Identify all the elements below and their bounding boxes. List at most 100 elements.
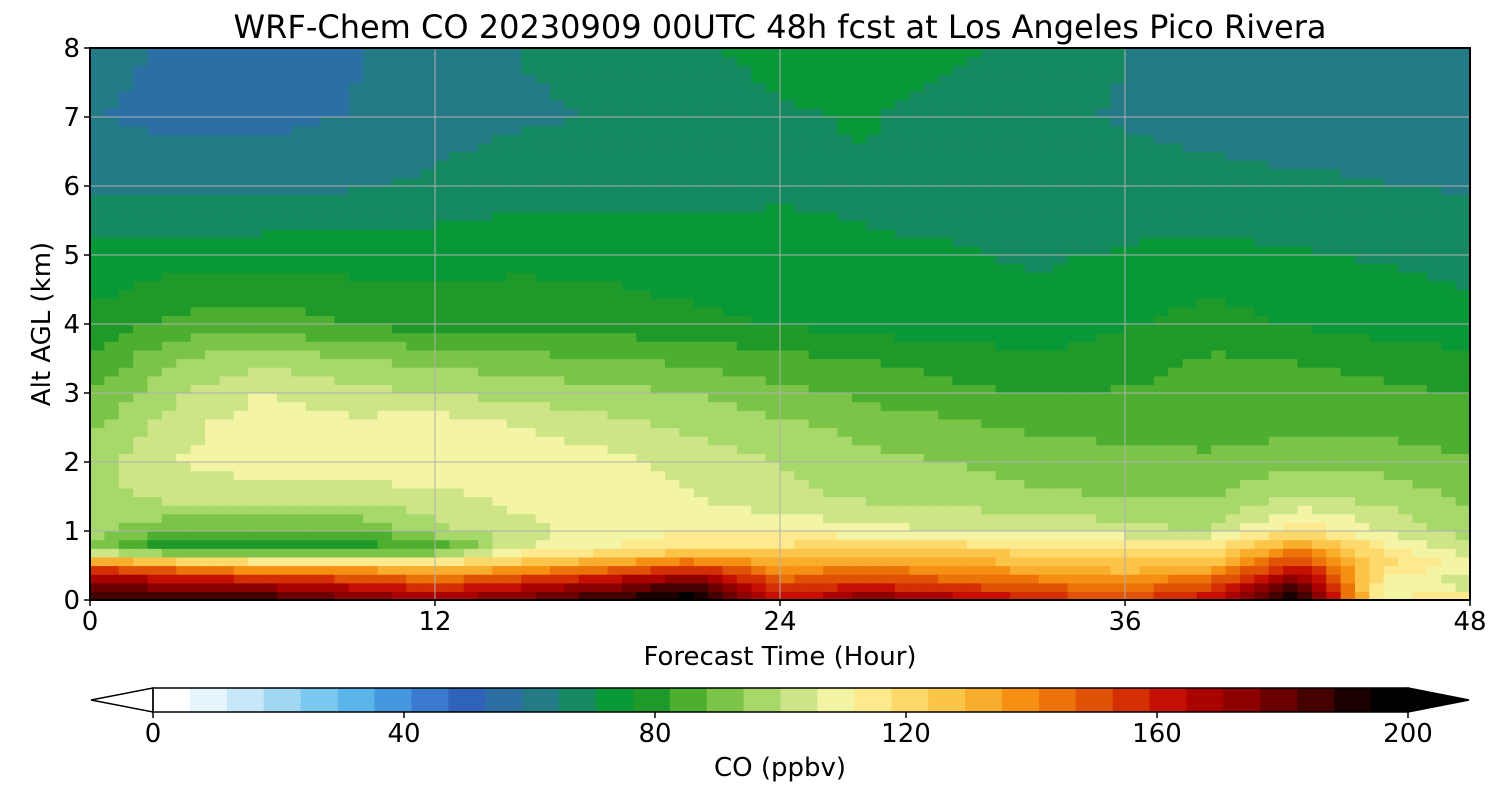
heatmap-cell <box>506 168 522 178</box>
heatmap-cell <box>837 151 853 161</box>
heatmap-cell <box>823 591 839 601</box>
heatmap-cell <box>952 539 968 549</box>
heatmap-cell <box>1240 401 1255 411</box>
heatmap-cell <box>1196 453 1212 463</box>
heatmap-cell <box>1455 289 1471 299</box>
heatmap-cell <box>607 272 623 282</box>
heatmap-cell <box>1081 168 1097 178</box>
heatmap-cell <box>995 496 1011 506</box>
heatmap-cell <box>636 410 652 420</box>
heatmap-cell <box>621 229 637 239</box>
heatmap-cell <box>463 436 479 446</box>
heatmap-cell <box>722 453 738 463</box>
heatmap-cell <box>1081 177 1097 187</box>
heatmap-cell <box>1067 470 1083 480</box>
heatmap-cell <box>276 177 292 187</box>
heatmap-cell <box>866 160 882 170</box>
heatmap-cell <box>923 280 939 291</box>
heatmap-cell <box>1412 289 1428 299</box>
heatmap-cell <box>995 298 1011 308</box>
heatmap-cell <box>1441 470 1457 480</box>
heatmap-cell <box>1283 591 1299 601</box>
heatmap-cell <box>305 565 321 575</box>
heatmap-cell <box>492 367 508 377</box>
heatmap-cell <box>895 522 910 532</box>
heatmap-cell <box>751 341 767 351</box>
heatmap-cell <box>665 186 680 196</box>
heatmap-cell <box>1355 255 1370 265</box>
heatmap-cell <box>665 410 680 420</box>
heatmap-cell <box>478 393 494 403</box>
heatmap-cell <box>1010 177 1025 187</box>
heatmap-cell <box>1139 315 1155 325</box>
heatmap-cell <box>506 246 522 256</box>
heatmap-cell <box>1326 324 1342 334</box>
heatmap-cell <box>133 349 149 360</box>
heatmap-cell <box>564 246 580 256</box>
heatmap-cell <box>966 332 982 342</box>
heatmap-cell <box>363 487 379 498</box>
heatmap-cell <box>161 168 177 178</box>
heatmap-cell <box>492 401 508 411</box>
heatmap-cell <box>104 160 120 170</box>
heatmap-cell <box>808 367 824 377</box>
heatmap-cell <box>665 582 680 592</box>
heatmap-cell <box>966 556 982 567</box>
heatmap-cell <box>291 418 307 429</box>
heatmap-cell <box>219 470 235 480</box>
heatmap-cell <box>521 177 537 187</box>
heatmap-cell <box>966 436 982 446</box>
heatmap-cell <box>808 349 824 360</box>
heatmap-cell <box>995 341 1011 351</box>
heatmap-cell <box>1340 582 1356 592</box>
heatmap-cell <box>1038 574 1054 584</box>
heatmap-cell <box>90 349 105 360</box>
heatmap-cell <box>808 513 824 523</box>
heatmap-cell <box>851 574 867 584</box>
heatmap-cell <box>1110 306 1126 316</box>
heatmap-cell <box>593 513 609 523</box>
heatmap-cell <box>1024 298 1040 308</box>
heatmap-cell <box>1268 479 1284 489</box>
heatmap-cell <box>118 298 134 308</box>
heatmap-cell <box>1024 211 1040 222</box>
heatmap-cell <box>1067 556 1083 567</box>
heatmap-cell <box>1326 548 1342 558</box>
heatmap-cell <box>736 487 752 498</box>
heatmap-cell <box>1182 358 1198 368</box>
heatmap-cell <box>736 298 752 308</box>
heatmap-cell <box>320 384 335 394</box>
heatmap-cell <box>420 229 436 239</box>
heatmap-cell <box>808 280 824 291</box>
heatmap-cell <box>233 280 249 291</box>
heatmap-cell <box>1326 315 1342 325</box>
heatmap-cell <box>219 418 235 429</box>
heatmap-cell <box>1441 306 1457 316</box>
heatmap-cell <box>751 306 767 316</box>
heatmap-cell <box>866 280 882 291</box>
heatmap-cell <box>291 496 307 506</box>
heatmap-cell <box>636 384 652 394</box>
heatmap-cell <box>133 565 149 575</box>
heatmap-cell <box>650 220 666 230</box>
heatmap-cell <box>578 375 594 385</box>
heatmap-cell <box>506 211 522 222</box>
heatmap-cell <box>1182 280 1198 291</box>
heatmap-cell <box>909 160 925 170</box>
heatmap-cell <box>1441 160 1457 170</box>
heatmap-cell <box>564 211 580 222</box>
heatmap-cell <box>205 574 220 584</box>
heatmap-cell <box>190 574 206 584</box>
heatmap-cell <box>1081 436 1097 446</box>
heatmap-cell <box>248 237 264 247</box>
heatmap-cell <box>1383 211 1399 222</box>
heatmap-cell <box>334 393 350 403</box>
heatmap-cell <box>348 487 364 498</box>
heatmap-cell <box>1240 496 1255 506</box>
heatmap-cell <box>521 539 537 549</box>
heatmap-cell <box>1455 513 1471 523</box>
heatmap-cell <box>866 341 882 351</box>
heatmap-cell <box>909 505 925 515</box>
heatmap-cell <box>506 349 522 360</box>
heatmap-cell <box>851 393 867 403</box>
